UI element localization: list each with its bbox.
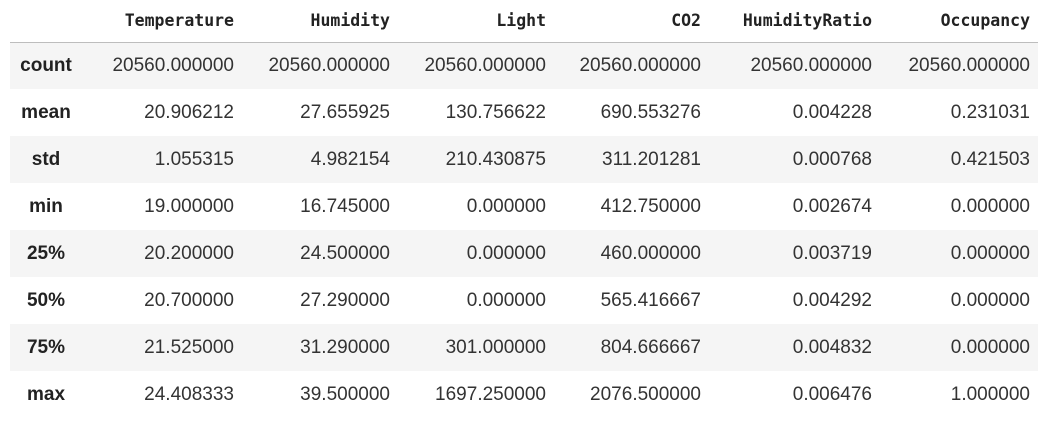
table-cell: 27.290000 bbox=[300, 289, 390, 311]
table-row: count 20560.000000 20560.000000 20560.00000… bbox=[10, 42, 1038, 89]
row-label: 75% bbox=[26, 336, 66, 358]
table-cell: 0.000000 bbox=[466, 195, 546, 217]
table-cell: 0.006476 bbox=[792, 383, 872, 405]
table-cell: 19.000000 bbox=[144, 195, 234, 217]
row-label: 25% bbox=[26, 242, 66, 264]
table-cell: 0.000000 bbox=[950, 289, 1030, 311]
table-cell: 20.200000 bbox=[144, 242, 234, 264]
table-row: 25% 20.200000 24.500000 0.000000 460.000000 0… bbox=[10, 230, 1038, 277]
table-body: count 20560.000000 20560.000000 20560.00000… bbox=[10, 42, 1038, 418]
table-row: std 1.055315 4.982154 210.430875 311.201281 0… bbox=[10, 136, 1038, 183]
table-cell: 0.000000 bbox=[950, 336, 1030, 358]
table-cell: 1.000000 bbox=[950, 383, 1030, 405]
table-row: max 24.408333 39.500000 1697.250000 2076.500… bbox=[10, 371, 1038, 418]
table-cell: 2076.500000 bbox=[590, 383, 701, 405]
table-cell: 1697.250000 bbox=[435, 383, 546, 405]
table-cell: 1.055315 bbox=[154, 148, 234, 170]
describe-table: Temperature Humidity Light CO2 HumidityR… bbox=[10, 0, 1038, 418]
table-cell: 0.004292 bbox=[792, 289, 872, 311]
table-cell: 565.416667 bbox=[600, 289, 701, 311]
table-cell: 311.201281 bbox=[602, 148, 701, 170]
table-cell: 0.002674 bbox=[792, 195, 872, 217]
table-cell: 460.000000 bbox=[600, 242, 701, 264]
table-cell: 0.000000 bbox=[466, 242, 546, 264]
column-header-co2: CO2 bbox=[671, 11, 701, 31]
row-label: max bbox=[26, 383, 66, 405]
table-row: 75% 21.525000 31.290000 301.000000 804.66666… bbox=[10, 324, 1038, 371]
table-cell: 20.906212 bbox=[144, 101, 234, 123]
table-cell: 0.004228 bbox=[792, 101, 872, 123]
table-cell: 20560.000000 bbox=[112, 54, 234, 76]
table-cell: 20560.000000 bbox=[908, 54, 1030, 76]
column-header-light: Light bbox=[496, 11, 546, 31]
row-label: count bbox=[20, 54, 72, 76]
header-row: Temperature Humidity Light CO2 HumidityR… bbox=[10, 0, 1038, 42]
table-cell: 21.525000 bbox=[144, 336, 234, 358]
row-label: std bbox=[31, 148, 61, 170]
table-cell: 804.666667 bbox=[600, 336, 701, 358]
table-cell: 0.004832 bbox=[792, 336, 872, 358]
table-cell: 20560.000000 bbox=[750, 54, 872, 76]
table-row: min 19.000000 16.745000 0.000000 412.750000 0… bbox=[10, 183, 1038, 230]
column-header-humidity: Humidity bbox=[310, 11, 390, 31]
table-cell: 412.750000 bbox=[600, 195, 701, 217]
table-cell: 210.430875 bbox=[445, 148, 546, 170]
table-cell: 20560.000000 bbox=[268, 54, 390, 76]
table-cell: 0.000768 bbox=[792, 148, 872, 170]
table-cell: 0.000000 bbox=[950, 242, 1030, 264]
table-cell: 31.290000 bbox=[300, 336, 390, 358]
table-cell: 690.553276 bbox=[600, 101, 701, 123]
table-row: 50% 20.700000 27.290000 0.000000 565.416667 0… bbox=[10, 277, 1038, 324]
table-row: mean 20.906212 27.655925 130.756622 690.5532… bbox=[10, 89, 1038, 136]
column-header-occupancy: Occupancy bbox=[940, 11, 1030, 31]
column-header-humidity-ratio: HumidityRatio bbox=[742, 11, 872, 31]
table-cell: 39.500000 bbox=[300, 383, 390, 405]
table-cell: 16.745000 bbox=[300, 195, 390, 217]
table-cell: 24.500000 bbox=[300, 242, 390, 264]
table-cell: 20560.000000 bbox=[424, 54, 546, 76]
table-cell: 0.231031 bbox=[950, 101, 1030, 123]
table-cell: 0.421503 bbox=[950, 148, 1030, 170]
table-cell: 4.982154 bbox=[310, 148, 390, 170]
row-label: 50% bbox=[26, 289, 66, 311]
table-cell: 20.700000 bbox=[144, 289, 234, 311]
table-cell: 130.756622 bbox=[445, 101, 546, 123]
table-header: Temperature Humidity Light CO2 HumidityR… bbox=[10, 0, 1038, 42]
table-cell: 27.655925 bbox=[300, 101, 390, 123]
table-cell: 0.003719 bbox=[792, 242, 872, 264]
table-cell: 301.000000 bbox=[445, 336, 546, 358]
row-label: min bbox=[29, 195, 63, 217]
table-cell: 24.408333 bbox=[144, 383, 234, 405]
table-cell: 0.000000 bbox=[466, 289, 546, 311]
table-cell: 20560.000000 bbox=[579, 54, 701, 76]
row-label: mean bbox=[21, 101, 71, 123]
table-cell: 0.000000 bbox=[950, 195, 1030, 217]
column-header-temperature: Temperature bbox=[124, 11, 234, 31]
index-header bbox=[10, 0, 90, 42]
